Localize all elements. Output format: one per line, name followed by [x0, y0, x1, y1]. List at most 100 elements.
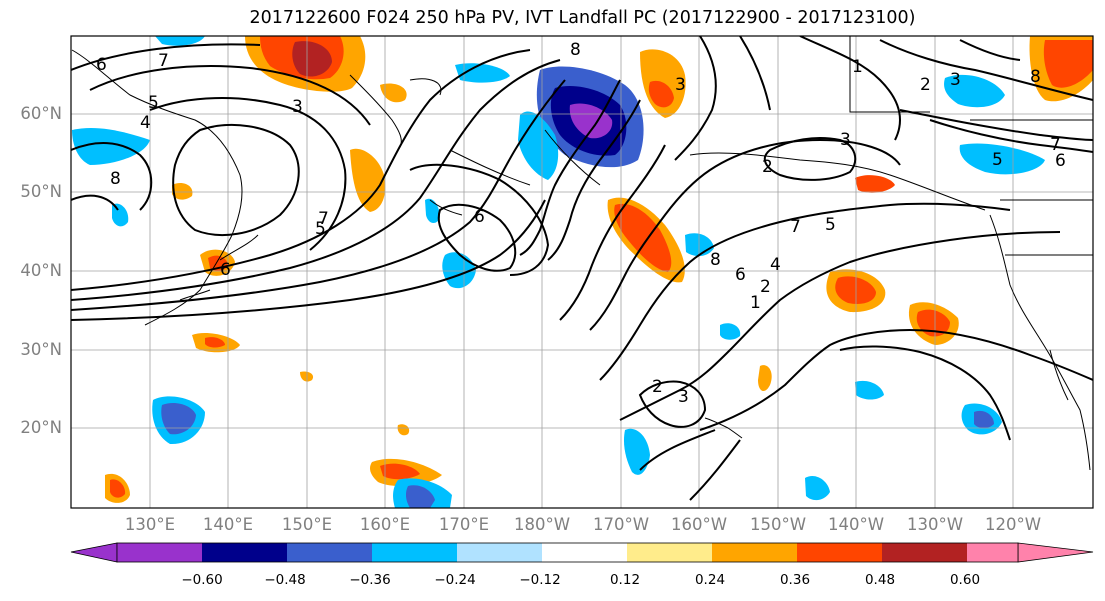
colorbar-extend-low: [70, 542, 118, 563]
colorbar-segment: [372, 543, 457, 562]
contour-label-group: 6 7 3 5 4 8 6 1 2 3 8 3 3 2 7 5 6 8 5 6 …: [96, 40, 1066, 407]
colorbar-segment: [627, 543, 712, 562]
pos-blob-11: [397, 424, 410, 436]
pos-patch-kamchatka-max: [292, 41, 332, 77]
contour-label: 6: [96, 55, 107, 75]
colorbar-extend-high: [1017, 542, 1094, 563]
contour-label: 2: [760, 277, 771, 297]
contour-label: 8: [1030, 67, 1041, 87]
colorbar-tick-label: −0.24: [434, 572, 476, 588]
lon-label: 140°W: [827, 515, 885, 534]
contour-label: 5: [992, 150, 1003, 170]
pos-blob-9: [758, 365, 772, 392]
neg-blob-6-core: [405, 485, 435, 508]
lon-label: 170°W: [592, 515, 650, 534]
contour-label: 1: [750, 293, 761, 313]
contour-label: 7: [1050, 135, 1061, 155]
lat-label: 50°N: [20, 182, 62, 201]
contour-label: 8: [570, 40, 581, 60]
colorbar-frame: [116, 542, 1019, 563]
lon-label: 160°E: [359, 515, 411, 534]
chart-title: 2017122600 F024 250 hPa PV, IVT Landfall…: [249, 8, 916, 28]
contour-label: 8: [110, 169, 121, 189]
coast-baja: [1049, 349, 1069, 401]
contour-label: 3: [840, 130, 851, 150]
contour-label: 6: [220, 260, 231, 280]
coast-japan: [179, 234, 259, 301]
colorbar-segment: [117, 543, 202, 562]
neg-blob-7-core: [974, 410, 994, 429]
neg-blob-2: [72, 128, 150, 165]
contour-label: 2: [920, 75, 931, 95]
contour-label: 2: [652, 377, 663, 397]
coast-bc: [970, 119, 1093, 260]
colorbar-segment: [542, 543, 627, 562]
contour-label: 6: [735, 265, 746, 285]
colorbar-segment: [967, 543, 1018, 562]
contour-label: 6: [474, 207, 485, 227]
neg-blob-9: [455, 63, 510, 83]
lon-label: 160°W: [670, 515, 728, 534]
contour-label: 7: [318, 209, 329, 229]
contour-label: 7: [158, 51, 169, 71]
neg-blob-13: [155, 36, 205, 46]
pos-patch-central-pac-core: [614, 203, 672, 272]
colorbar-tick-label: −0.12: [519, 572, 561, 588]
coast-asia: [71, 49, 243, 326]
lat-label: 30°N: [20, 340, 62, 359]
pos-blob-8: [380, 83, 407, 103]
lon-label: 120°W: [984, 515, 1042, 534]
contour-label: 5: [148, 93, 159, 113]
lat-label: 60°N: [20, 104, 62, 123]
contour-label: 6: [1055, 151, 1066, 171]
pos-blob-5-core: [110, 479, 126, 498]
colorbar-tick-label: −0.36: [349, 572, 391, 588]
colorbar-tick-label: −0.48: [264, 572, 306, 588]
neg-patch-aleutian-min: [569, 103, 613, 139]
colorbar-segment: [287, 543, 372, 562]
contour-label: 4: [140, 113, 151, 133]
colorbar-segment: [797, 543, 882, 562]
colorbar-segment: [457, 543, 542, 562]
ivt-contours: [71, 36, 1093, 501]
neg-blob-1-core: [161, 403, 196, 435]
pos-blob-10: [300, 371, 314, 382]
lon-label: 130°E: [124, 515, 176, 534]
pos-blob-3-core: [380, 463, 420, 480]
coast-hawaii: [704, 417, 743, 439]
lon-label: 130°W: [906, 515, 964, 534]
contour-label: 2: [762, 157, 773, 177]
pos-blob-2-core: [205, 337, 225, 348]
neg-blob-4: [944, 74, 1005, 108]
contour-label: 3: [292, 97, 303, 117]
pos-blob-6: [855, 175, 895, 193]
lon-label: 140°E: [202, 515, 254, 534]
contour-label: 3: [675, 75, 686, 95]
lon-label: 170°E: [438, 515, 490, 534]
lat-label: 20°N: [20, 418, 62, 437]
colorbar-tick-label: 0.12: [609, 572, 641, 588]
neg-blob-12: [720, 323, 741, 340]
colorbar-segment: [712, 543, 797, 562]
contour-label: 5: [825, 215, 836, 235]
colorbar-segment: [882, 543, 967, 562]
colorbar-tick-label: 0.60: [949, 572, 981, 588]
lon-label: 180°W: [513, 515, 571, 534]
neg-blob-14: [623, 428, 650, 475]
contour-label: 7: [790, 217, 801, 237]
colorbar-tick-label: 0.24: [694, 572, 726, 588]
contour-label: 8: [710, 250, 721, 270]
pos-blob-7: [172, 183, 193, 200]
coast-aleutians: [429, 149, 531, 216]
contour-label: 5: [315, 219, 326, 239]
neg-blob-11: [855, 380, 884, 400]
contour-label: 3: [950, 70, 961, 90]
colorbar-segment: [202, 543, 287, 562]
pos-patch-canada-core: [1043, 40, 1093, 88]
lon-label: 150°W: [749, 515, 807, 534]
pos-blob-4: [350, 148, 386, 212]
lat-label: 40°N: [20, 261, 62, 280]
contour-label: 4: [770, 255, 781, 275]
neg-blob-10: [805, 475, 830, 501]
